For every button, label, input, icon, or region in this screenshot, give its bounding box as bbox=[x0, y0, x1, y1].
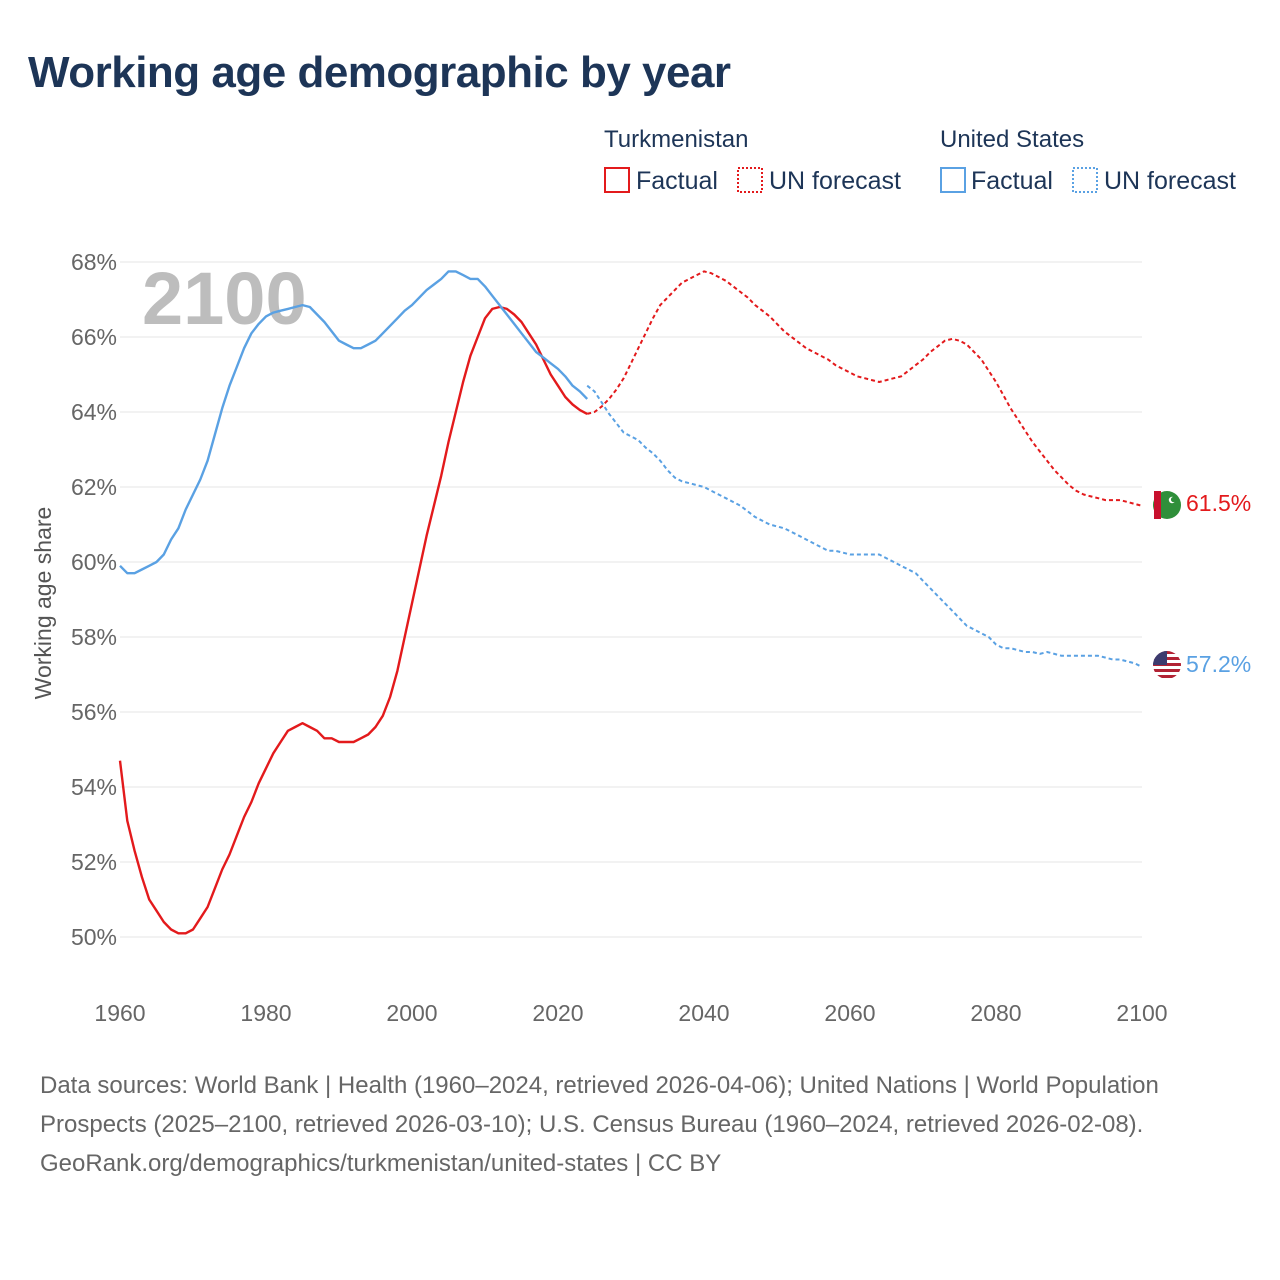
x-axis-ticks: 1960 1980 2000 2020 2040 2060 2080 2100 bbox=[94, 1000, 1167, 1026]
chart-title: Working age demographic by year bbox=[28, 48, 731, 97]
x-tick-label: 1960 bbox=[94, 1000, 145, 1026]
legend-group-turkmenistan[interactable]: Turkmenistan Factual UN forecast bbox=[604, 126, 901, 195]
y-tick-label: 52% bbox=[71, 849, 117, 875]
legend-group-united-states[interactable]: United States Factual UN forecast bbox=[940, 126, 1236, 195]
series-line-turkmenistan-forecast[interactable] bbox=[586, 270, 1143, 507]
legend-swatch-united-states-forecast bbox=[1072, 167, 1098, 193]
year-watermark: 2100 bbox=[142, 257, 307, 340]
x-tick-label: 1980 bbox=[240, 1000, 291, 1026]
grid bbox=[120, 261, 1142, 938]
legend-swatch-turkmenistan-factual bbox=[604, 167, 630, 193]
legend-swatch-united-states-factual bbox=[940, 167, 966, 193]
footer: Data sources: World Bank | Health (1960–… bbox=[40, 1066, 1240, 1183]
series-line-turkmenistan-factual[interactable] bbox=[118, 305, 588, 935]
y-axis-ticks: 50% 52% 54% 56% 58% 60% 62% 64% 66% 68% bbox=[71, 249, 117, 950]
data-sources-note: Data sources: World Bank | Health (1960–… bbox=[40, 1072, 1159, 1138]
y-axis-label: Working age share bbox=[30, 507, 56, 700]
chart-canvas: Turkmenistan Factual UN forecast United … bbox=[30, 126, 1251, 1026]
y-tick-label: 54% bbox=[71, 774, 117, 800]
legend: Turkmenistan Factual UN forecast United … bbox=[604, 126, 1236, 195]
y-tick-label: 56% bbox=[71, 699, 117, 725]
credit-link[interactable]: GeoRank.org/demographics/turkmenistan/un… bbox=[40, 1150, 722, 1177]
flag-united-states-icon bbox=[1153, 651, 1181, 679]
series-line-united-states-forecast[interactable] bbox=[586, 384, 1143, 668]
x-tick-label: 2040 bbox=[678, 1000, 729, 1026]
legend-label-united-states-forecast: UN forecast bbox=[1104, 167, 1236, 195]
x-tick-label: 2060 bbox=[824, 1000, 875, 1026]
legend-swatch-turkmenistan-forecast bbox=[737, 167, 763, 193]
y-tick-label: 58% bbox=[71, 624, 117, 650]
x-tick-label: 2100 bbox=[1116, 1000, 1167, 1026]
x-tick-label: 2020 bbox=[532, 1000, 583, 1026]
y-tick-label: 66% bbox=[71, 324, 117, 350]
legend-country-united-states: United States bbox=[940, 126, 1084, 153]
x-tick-label: 2000 bbox=[386, 1000, 437, 1026]
end-label-united-states: 57.2% bbox=[1186, 651, 1251, 677]
y-tick-label: 68% bbox=[71, 249, 117, 275]
y-tick-label: 62% bbox=[71, 474, 117, 500]
legend-label-turkmenistan-forecast: UN forecast bbox=[769, 167, 901, 195]
legend-label-turkmenistan-factual: Factual bbox=[636, 167, 718, 195]
legend-label-united-states-factual: Factual bbox=[971, 167, 1053, 195]
y-tick-label: 64% bbox=[71, 399, 117, 425]
y-tick-label: 50% bbox=[71, 924, 117, 950]
flag-turkmenistan-icon bbox=[1153, 491, 1181, 519]
y-tick-label: 60% bbox=[71, 549, 117, 575]
series-line-united-states-factual[interactable] bbox=[119, 270, 589, 575]
legend-country-turkmenistan: Turkmenistan bbox=[604, 126, 749, 153]
x-tick-label: 2080 bbox=[970, 1000, 1021, 1026]
end-label-turkmenistan: 61.5% bbox=[1186, 490, 1251, 516]
series bbox=[118, 270, 1143, 935]
